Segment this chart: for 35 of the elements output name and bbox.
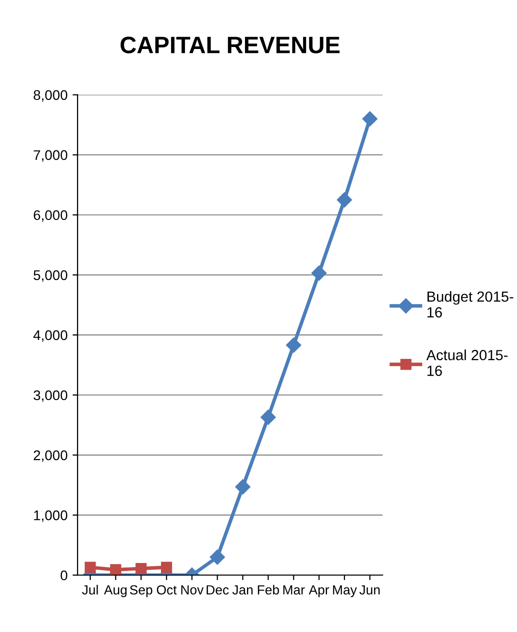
chart-title: CAPITAL REVENUE (120, 36, 340, 54)
y-tick-label: 8,000 (34, 90, 68, 102)
point (110, 564, 122, 576)
y-tick-label: 3,000 (34, 390, 68, 402)
point (362, 111, 378, 126)
point (136, 562, 147, 574)
x-tick-label: Jun (359, 585, 380, 595)
x-tick-label: Jul (82, 584, 98, 595)
point (235, 479, 250, 494)
y-tick-label: 1,000 (34, 510, 68, 522)
point (160, 562, 172, 573)
x-tick-label: Dec (206, 585, 229, 595)
x-tick-label: Sep (130, 585, 152, 598)
point (286, 338, 302, 353)
x-tick-label: Nov (181, 585, 204, 595)
y-tick-label: 5,000 (34, 270, 68, 282)
point (260, 410, 276, 425)
x-tick-label: Apr (308, 585, 330, 598)
x-tick-label: May (333, 585, 357, 598)
x-tick-label: Oct (156, 585, 177, 595)
point (311, 266, 327, 281)
y-tick-label: 2,000 (34, 450, 68, 462)
y-tick-label: 6,000 (34, 210, 68, 222)
legend-label: Budget 2015-16 (427, 291, 514, 318)
point (84, 562, 96, 573)
x-tick-label: Mar (283, 585, 305, 595)
y-tick-label: 7,000 (34, 150, 68, 162)
y-tick-label: 4,000 (33, 330, 68, 342)
y-tick-label: 0 (60, 570, 68, 580)
x-tick-label: Jan (232, 585, 253, 595)
legend-label: Actual 2015-16 (426, 350, 508, 376)
x-tick-label: Feb (258, 584, 280, 595)
point (210, 550, 225, 565)
x-tick-label: Aug (104, 585, 127, 598)
point (336, 192, 352, 208)
